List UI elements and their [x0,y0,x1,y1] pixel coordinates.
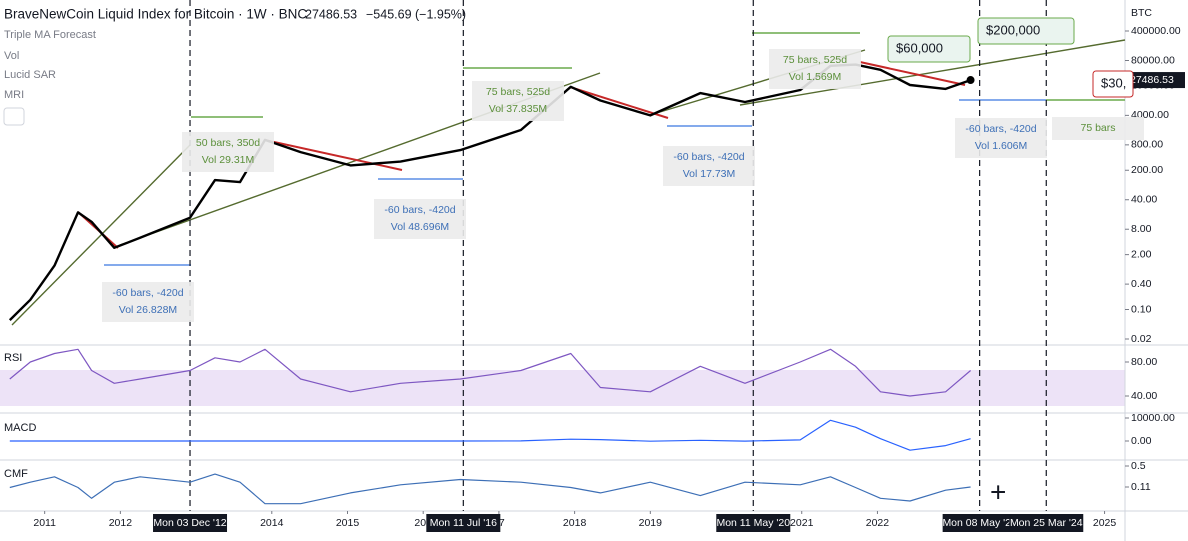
annotation-text: Vol 17.73M [683,168,736,180]
annotation-text: -60 bars, -420d [112,287,183,299]
marker-label: Mon 11 May '20 [716,517,790,529]
range-arrows [104,99,1046,266]
annotation-box [769,49,861,89]
marker-label: Mon 25 Mar '24 [1010,517,1083,529]
y-tick-label: 0.02 [1131,333,1152,345]
annotation-text: Vol 26.828M [119,304,177,316]
target-label: $200,000 [986,22,1040,37]
x-tick-label: 2025 [1093,517,1117,529]
annotation-text: -60 bars, -420d [673,151,744,163]
rsi-line [9,348,971,397]
pane-title: RSI [4,352,22,364]
x-tick-label: 2018 [563,517,587,529]
x-tick-label: 2022 [866,517,890,529]
y-tick-label: 8.00 [1131,223,1152,235]
y-tick-label: 0.10 [1131,303,1152,315]
x-tick-label: 2019 [639,517,663,529]
x-tick-label: 2012 [109,517,133,529]
chart-title: BraveNewCoin Liquid Index for Bitcoin · … [4,7,307,22]
marker-bg [426,514,501,532]
forward-arrows [191,32,1125,118]
last-price-label: 27486.53 [1130,74,1174,86]
pane-title: MACD [4,422,36,434]
marker-label: Mon 11 Jul '16 [430,517,497,529]
y-tick-label: 40.00 [1131,194,1157,206]
y-tick-label: 10000.00 [1131,412,1175,424]
rsi-band [0,370,1125,406]
x-tick-label: 2011 [33,517,56,529]
annotation-box [663,146,755,186]
macd-line [9,419,971,451]
annotation-box [472,81,564,121]
pane-title: CMF [4,468,28,480]
annotation-text: Vol 48.696M [391,221,449,233]
annotation-text: Vol 29.31M [202,154,255,166]
y-tick-label: 80.00 [1131,356,1157,368]
target-box [887,35,971,63]
currency: BTC [1131,7,1152,19]
annotation-text: Vol 37.835M [489,103,547,115]
indicator[interactable]: Vol [4,50,19,62]
last-price-bg [1125,72,1185,89]
y-tick-label: 800.00 [1131,139,1163,151]
target-label: $30, [1101,75,1126,90]
price: 27486.53 [305,7,357,21]
y-tick-label: 2.00 [1131,248,1152,260]
target-label: $60,000 [896,40,943,55]
y-tick-label: 80000.00 [1131,54,1175,66]
annotation-box [102,282,194,322]
marker-bg [942,514,1017,532]
y-tick-label: 200.00 [1131,164,1163,176]
marker-bg [716,514,791,532]
marker-label: Mon 03 Dec '12 [153,517,226,529]
annotation-text: 75 bars, 525d [486,86,550,98]
change: −545.69 (−1.95%) [366,7,466,21]
collapse-button[interactable] [3,107,25,126]
last-price-dot [966,76,975,85]
y-tick-label: 0.5 [1131,460,1146,472]
annotation-box [374,199,466,239]
annotation-box [955,118,1047,158]
annotation-box [1052,117,1144,140]
y-tick-label: 400000.00 [1131,25,1181,37]
marker-label: Mon 08 May '23 [942,517,1017,529]
annotation-text: Vol 1.606M [975,140,1028,152]
y-tick-label: 40.00 [1131,390,1157,402]
annotation-text: 75 bars [1080,122,1115,134]
indicator[interactable]: MRI [4,89,24,101]
annotation-text: Vol 1.569M [789,71,842,83]
annotation-text: 75 bars, 525d [783,54,847,66]
x-tick-label: 2015 [336,517,360,529]
annotation-text: -60 bars, -420d [965,123,1036,135]
y-tick-label: 0.40 [1131,278,1152,290]
target-box [977,17,1075,45]
crosshair: + [990,476,1006,507]
indicator[interactable]: Triple MA Forecast [4,29,96,41]
target-box [1092,70,1134,98]
annotation-box [182,132,274,172]
y-tick-label: 0.11 [1131,481,1151,493]
indicator[interactable]: Lucid SAR [4,69,56,81]
x-tick-label: 2021 [790,517,814,529]
x-tick-label: 2014 [260,517,284,529]
marker-bg [153,514,228,532]
annotation-text: 50 bars, 350d [196,137,260,149]
cmf-line [9,473,971,505]
marker-bg [1009,514,1084,532]
annotation-text: -60 bars, -420d [384,204,455,216]
y-tick-label: 0.00 [1131,435,1152,447]
